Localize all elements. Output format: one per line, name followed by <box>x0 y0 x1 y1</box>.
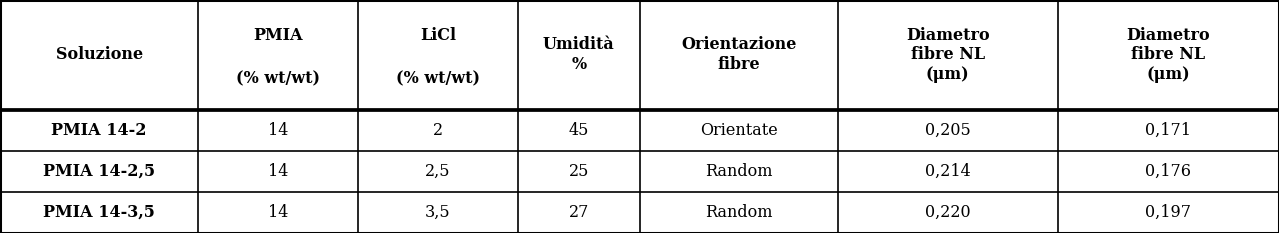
Text: Orientazione
fibre: Orientazione fibre <box>680 36 797 73</box>
Text: 2: 2 <box>434 122 443 139</box>
Text: Umidità
%: Umidità % <box>542 36 615 73</box>
Text: Orientate: Orientate <box>700 122 778 139</box>
Text: Random: Random <box>705 204 773 221</box>
Text: 0,205: 0,205 <box>925 122 971 139</box>
Text: LiCl: LiCl <box>420 27 457 44</box>
Text: 14: 14 <box>269 204 288 221</box>
Text: Diametro
fibre NL
(μm): Diametro fibre NL (μm) <box>1127 27 1210 83</box>
Text: 14: 14 <box>269 163 288 180</box>
Text: Random: Random <box>705 163 773 180</box>
Text: (% wt/wt): (% wt/wt) <box>396 70 480 87</box>
Text: PMIA 14-2: PMIA 14-2 <box>51 122 147 139</box>
Text: PMIA 14-2,5: PMIA 14-2,5 <box>43 163 155 180</box>
Text: 0,176: 0,176 <box>1146 163 1191 180</box>
Text: 27: 27 <box>569 204 588 221</box>
Text: 45: 45 <box>569 122 588 139</box>
Text: 0,220: 0,220 <box>925 204 971 221</box>
Text: 25: 25 <box>569 163 588 180</box>
Text: 3,5: 3,5 <box>425 204 451 221</box>
Text: Soluzione: Soluzione <box>55 46 143 63</box>
Text: 0,214: 0,214 <box>925 163 971 180</box>
Text: 2,5: 2,5 <box>426 163 450 180</box>
Text: (% wt/wt): (% wt/wt) <box>237 70 320 87</box>
Text: 0,197: 0,197 <box>1146 204 1191 221</box>
Text: Diametro
fibre NL
(μm): Diametro fibre NL (μm) <box>906 27 990 83</box>
Text: PMIA 14-3,5: PMIA 14-3,5 <box>43 204 155 221</box>
Text: 14: 14 <box>269 122 288 139</box>
Text: 0,171: 0,171 <box>1146 122 1191 139</box>
Text: PMIA: PMIA <box>253 27 303 44</box>
